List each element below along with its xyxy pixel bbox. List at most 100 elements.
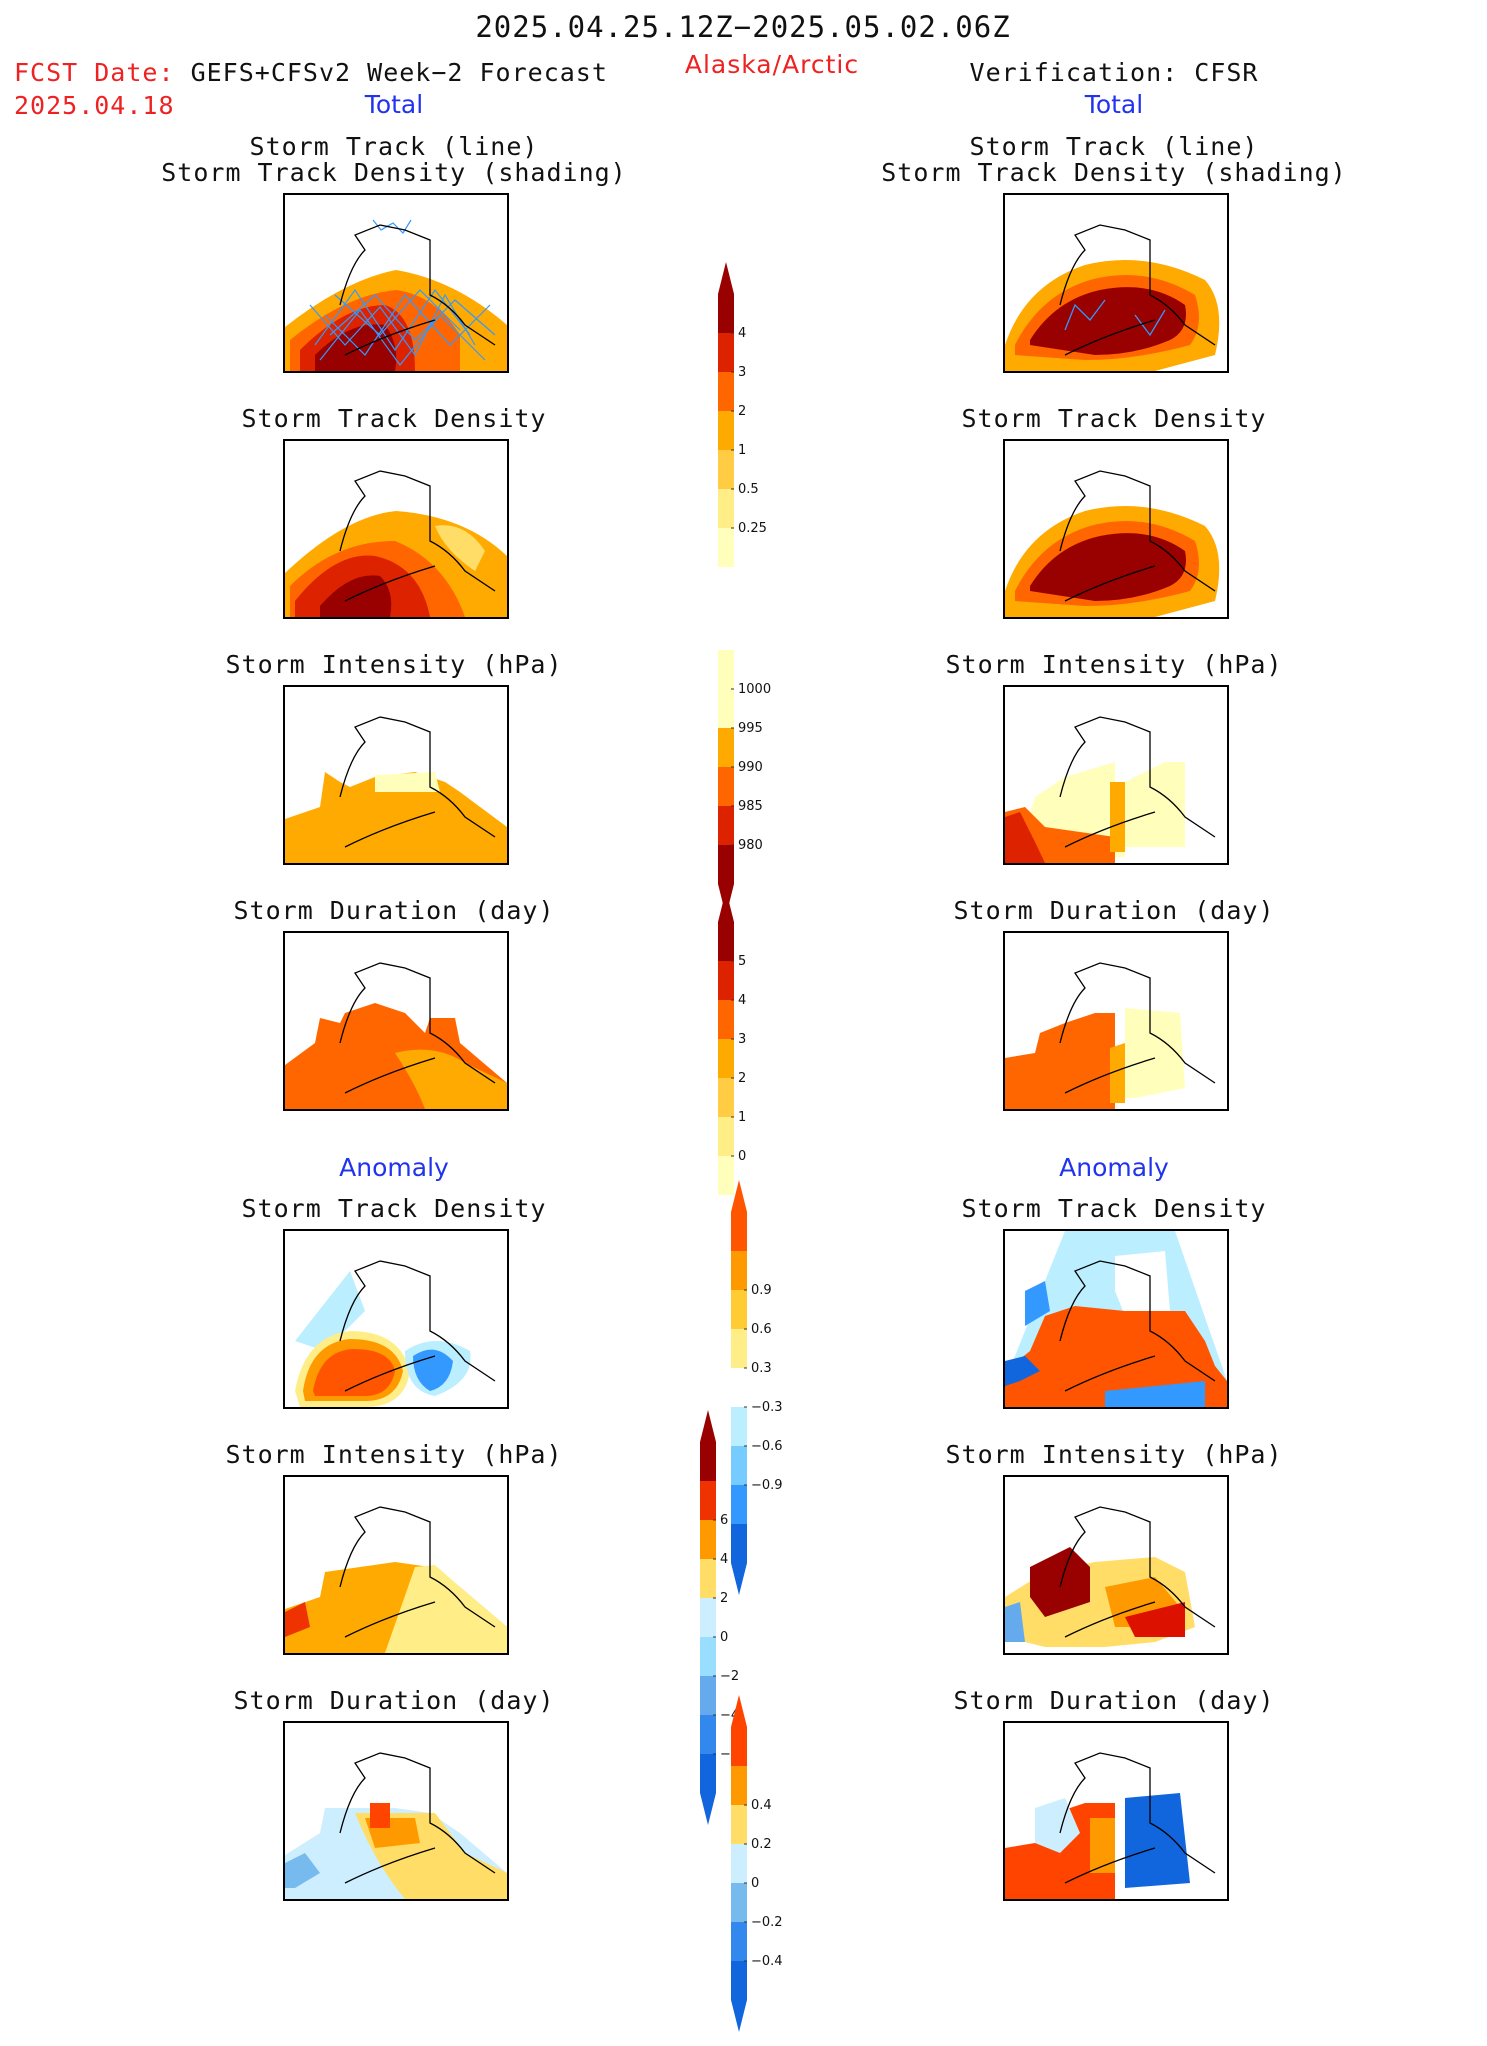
colorbar-tick-label: −0.2	[751, 1915, 783, 1930]
colorbar-tick-label: 0	[751, 1876, 759, 1891]
colorbar-swatch	[718, 450, 734, 489]
colorbar-swatch	[718, 1117, 734, 1156]
colorbar-swatch	[718, 1039, 734, 1078]
colorbar-swatch	[731, 1766, 747, 1805]
colorbar-swatch	[731, 1446, 747, 1485]
title-density-left: Storm Track Density	[241, 404, 547, 433]
colorbar-svg: 1000 995 990 985 980	[718, 650, 771, 916]
duration-fill	[1110, 1043, 1125, 1103]
colorbar-anom-duration: 0.4 0.2 0 −0.2 −0.4	[731, 1695, 821, 2046]
colorbar-cap-bottom	[700, 1793, 716, 1825]
map-anom-duration-forecast	[283, 1721, 509, 1901]
colorbar-tick-label: 1	[738, 443, 746, 458]
colorbar-tick-label: −0.3	[751, 1400, 783, 1415]
colorbar-cap-top	[731, 1180, 747, 1212]
title-track-line-left: Storm Track (line)	[249, 132, 539, 161]
colorbar-tick-label: 4	[738, 993, 746, 1008]
colorbar-cap-bottom	[731, 2000, 747, 2032]
duration-fill	[1125, 1008, 1185, 1098]
fcst-date: 2025.04.18	[14, 91, 175, 120]
colorbar-tick-label: −0.4	[751, 1954, 783, 1969]
colorbar-tick-label: 0.3	[751, 1361, 772, 1376]
colorbar-cap-bottom	[731, 1563, 747, 1595]
title-anom-duration-right: Storm Duration (day)	[953, 1686, 1275, 1715]
colorbar-tick-label: 3	[738, 365, 746, 380]
colorbar-swatch	[718, 294, 734, 333]
title-anom-density-right: Storm Track Density	[961, 1194, 1267, 1223]
colorbar-svg: 4 3 2 1 0.5 0.25	[718, 262, 767, 567]
intensity-fill	[375, 772, 440, 792]
colorbar-swatch	[731, 1407, 747, 1446]
colorbar-swatch	[700, 1520, 716, 1559]
colorbar-tick-label: 1000	[738, 682, 771, 697]
title-anom-intensity-right: Storm Intensity (hPa)	[945, 1440, 1283, 1469]
colorbar-swatch	[718, 845, 734, 884]
colorbar-swatch	[718, 489, 734, 528]
colorbar-tick-label: 0.6	[751, 1322, 772, 1337]
coastline	[1059, 1752, 1216, 1884]
period-title: 2025.04.25.12Z−2025.05.02.06Z	[475, 10, 1011, 44]
anomaly-fill	[1005, 1356, 1040, 1386]
colorbar-swatch	[718, 1156, 734, 1195]
title-track-shading-left: Storm Track Density (shading)	[161, 158, 627, 187]
colorbar-swatch	[718, 411, 734, 450]
colorbar-swatch	[718, 372, 734, 411]
colorbar-duration: 5 4 3 2 1 0	[718, 890, 808, 1209]
map-anom-intensity-forecast	[283, 1475, 509, 1655]
colorbar-swatch	[718, 806, 734, 845]
colorbar-intensity: 1000 995 990 985 980	[718, 650, 808, 930]
colorbar-anom-intensity: 6 4 2 0 −2 −4 −6	[700, 1410, 790, 1839]
intensity-fill	[1110, 782, 1125, 852]
title-density-right: Storm Track Density	[961, 404, 1267, 433]
fcst-line: FCST Date: GEFS+CFSv2 Week−2 Forecast	[14, 58, 608, 87]
colorbar-tick-label: 3	[738, 1032, 746, 1047]
anomaly-fill	[313, 1349, 395, 1396]
title-duration-right: Storm Duration (day)	[953, 896, 1275, 925]
colorbar-swatch	[731, 1290, 747, 1329]
colorbar-tick-label: 995	[738, 721, 763, 736]
colorbar-swatch	[731, 1805, 747, 1844]
anomaly-fill	[370, 1803, 390, 1828]
map-intensity-verification	[1003, 685, 1229, 865]
anomaly-fill	[1030, 1547, 1090, 1617]
colorbar-tick-label: 985	[738, 799, 763, 814]
colorbar-svg: 0.9 0.6 0.3 −0.3 −0.6 −0.9	[731, 1180, 783, 1595]
coastline	[339, 716, 496, 848]
colorbar-cap-top	[700, 1410, 716, 1442]
anomaly-fill	[1035, 1798, 1080, 1853]
coastline	[1059, 1506, 1216, 1638]
colorbar-tick-label: 6	[720, 1513, 728, 1528]
region-title: Alaska/Arctic	[684, 50, 860, 79]
colorbar-swatch	[718, 650, 734, 689]
colorbar-tick-label: 0	[738, 1149, 746, 1164]
colorbar-swatch	[718, 689, 734, 728]
map-density-verification	[1003, 439, 1229, 619]
anomaly-fill	[385, 1565, 507, 1653]
coastline	[1059, 224, 1216, 356]
title-track-line-right: Storm Track (line)	[969, 132, 1259, 161]
colorbar-swatch	[718, 922, 734, 961]
total-label-right: Total	[1084, 90, 1144, 119]
coastline	[339, 1752, 496, 1884]
map-duration-forecast	[283, 931, 509, 1111]
colorbar-swatch	[700, 1442, 716, 1481]
map-anom-density-forecast	[283, 1229, 509, 1409]
anomaly-label-left: Anomaly	[339, 1153, 449, 1182]
anomaly-fill	[1025, 1281, 1050, 1326]
colorbar-swatch	[731, 1485, 747, 1524]
colorbar-tick-label: 0.4	[751, 1798, 772, 1813]
colorbar-swatch	[718, 528, 734, 567]
anomaly-fill	[295, 1271, 365, 1351]
colorbar-svg: 0.4 0.2 0 −0.2 −0.4	[731, 1695, 783, 2032]
map-density-forecast	[283, 439, 509, 619]
colorbar-cap-top	[718, 890, 734, 922]
anomaly-fill	[1105, 1381, 1205, 1407]
map-intensity-forecast	[283, 685, 509, 865]
density-fill	[1030, 533, 1186, 601]
colorbar-tick-label: −2	[720, 1669, 739, 1684]
title-intensity-left: Storm Intensity (hPa)	[225, 650, 563, 679]
colorbar-swatch	[731, 1844, 747, 1883]
title-anom-duration-left: Storm Duration (day)	[233, 1686, 555, 1715]
verification-label: Verification: CFSR	[969, 58, 1259, 87]
